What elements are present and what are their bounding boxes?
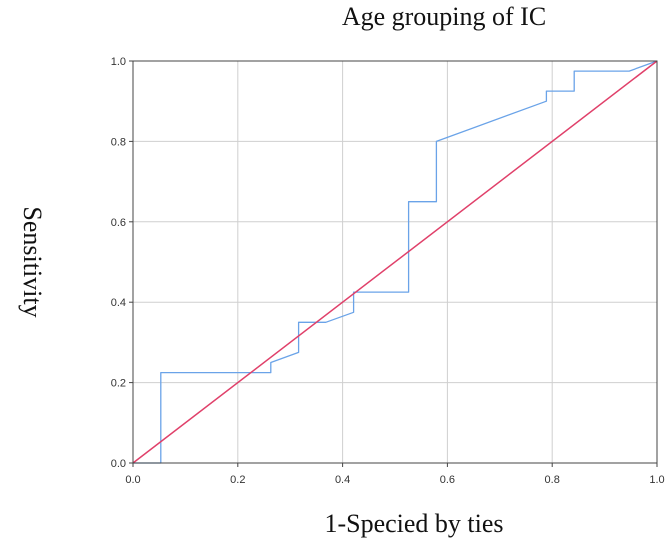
y-axis-ticks: 0.0 0.2 0.4 0.6 0.8 1.0: [111, 56, 133, 470]
y-tick-label-4: 0.8: [111, 136, 126, 148]
x-tick-label-4: 0.8: [545, 474, 560, 486]
x-tick-label-1: 0.2: [230, 474, 245, 486]
x-axis-ticks: 0.0 0.2 0.4 0.6 0.8 1.0: [125, 463, 665, 486]
plot-series: [132, 60, 658, 464]
y-axis-title: Sensitivity: [18, 206, 47, 317]
y-tick-label-2: 0.4: [111, 297, 126, 309]
y-tick-label-5: 1.0: [111, 56, 126, 68]
y-tick-label-3: 0.6: [111, 217, 126, 229]
chart-title: Age grouping of IC: [342, 2, 546, 31]
x-tick-label-2: 0.4: [335, 474, 350, 486]
x-axis-title: 1-Specied by ties: [324, 509, 503, 538]
y-tick-label-1: 0.2: [111, 378, 126, 390]
x-tick-label-5: 1.0: [649, 474, 664, 486]
x-tick-label-3: 0.6: [440, 474, 455, 486]
roc-curve-line: [133, 60, 658, 464]
x-tick-label-0: 0.0: [125, 474, 140, 486]
plot-frame: [132, 60, 658, 464]
reference-diagonal-line: [132, 60, 658, 464]
y-tick-label-0: 0.0: [111, 458, 126, 470]
